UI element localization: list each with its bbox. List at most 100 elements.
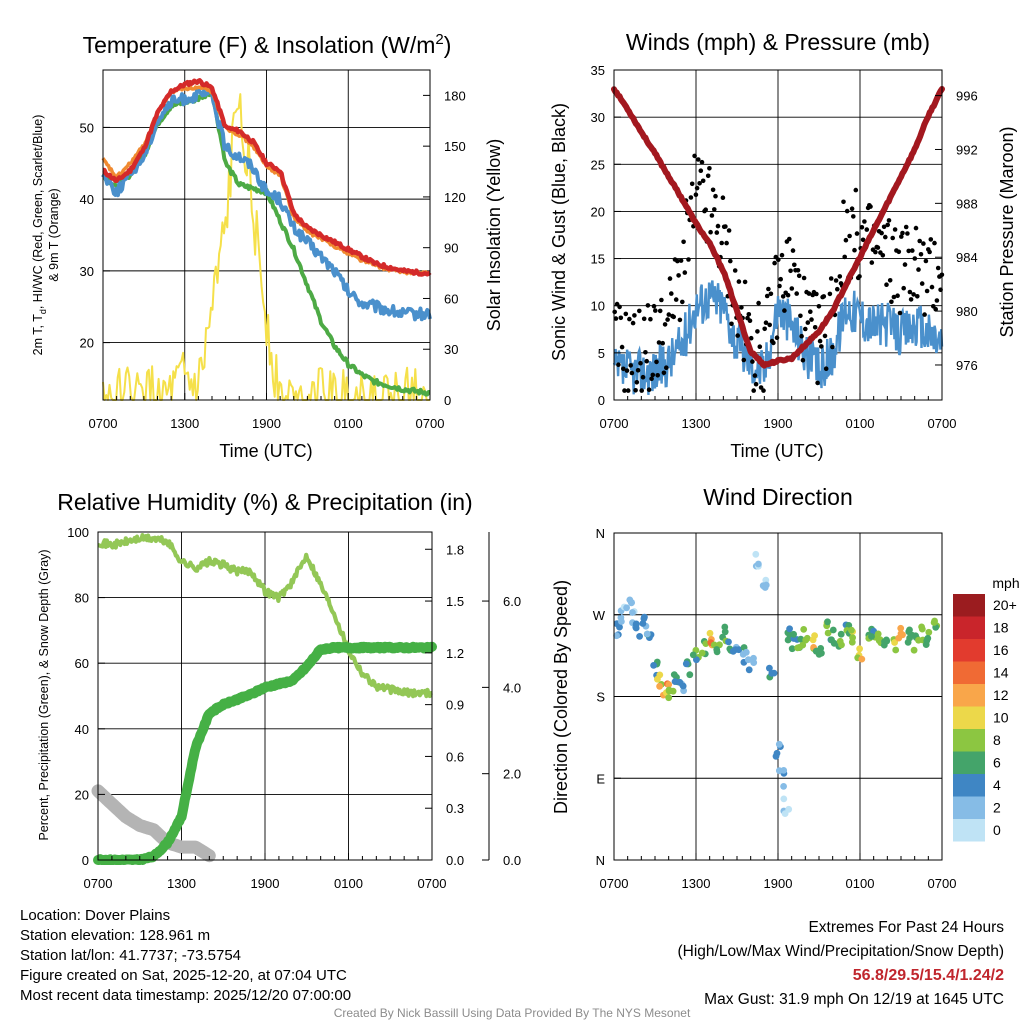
gust-point [778,276,783,282]
legend-label: 4 [993,777,1001,793]
snow-depth-tick-label: 4.0 [503,680,521,695]
direction-point [775,740,783,748]
legend-label: 6 [993,755,1001,771]
x-tick-label: 1300 [170,416,199,431]
direction-point [897,624,905,632]
gust-point [680,299,685,305]
gust-point [753,381,759,387]
direction-point [665,694,673,702]
temperature-red-line [102,78,432,277]
direction-point [665,681,673,688]
direction-point [636,633,643,640]
direction-point [613,632,620,640]
insolation-tick-label: 90 [444,241,458,256]
gust-point [827,291,833,297]
x-tick-label: 1900 [251,876,280,891]
gust-point [625,388,631,393]
legend-label: 12 [993,687,1009,703]
temperature-ylabel-right: Solar Insolation (Yellow) [484,139,504,331]
gust-point [618,315,624,321]
wind-xlabel: Time (UTC) [730,441,823,461]
gust-point [895,293,900,299]
gust-point [673,297,679,302]
gust-point [703,207,708,212]
snow-depth-tick-label: 0.0 [503,853,521,868]
y-tick-label: 20 [75,787,89,802]
direction-point [686,671,694,679]
insolation-tick-label: 30 [444,342,458,357]
gust-point [633,388,638,393]
x-tick-label: 0700 [416,416,445,431]
gust-point [919,281,925,286]
gust-point [675,258,680,264]
direction-point [706,629,714,637]
gust-point [676,273,681,278]
gust-point [764,293,770,299]
gust-point [806,291,812,296]
insolation-yellow-line [102,93,430,401]
direction-point [824,629,832,637]
legend-swatch [953,661,985,684]
x-tick-label: 0700 [928,416,957,431]
gust-point [763,320,769,326]
gust-point [629,370,635,376]
gust-point [843,237,849,243]
temperature-ylabel-line2: & 9m T (Orange) [47,188,61,281]
legend-label: 10 [993,710,1009,726]
legend-swatch [953,819,985,842]
gust-point [736,279,742,284]
direction-point [623,604,630,612]
precip-tick-label: 0.6 [446,749,464,764]
gust-point [637,308,642,314]
gust-point [789,286,795,291]
station-elevation: Station elevation: 128.961 m [20,927,211,944]
gust-point [757,344,763,350]
gust-point [892,227,898,232]
gust-point [868,204,873,209]
x-tick-label: 1300 [167,876,196,891]
gust-point [735,333,740,338]
gust-point [732,268,738,273]
gust-point [621,366,626,372]
gust-point [693,192,699,197]
gust-point [623,311,629,317]
gust-point [741,357,747,363]
gust-point [915,294,920,299]
gust-point [656,340,662,345]
gust-point [792,262,797,268]
direction-point [721,628,729,636]
gust-point [750,359,755,364]
gust-point [896,249,902,255]
gust-point [698,168,704,173]
gust-point [900,230,905,236]
gust-point [715,223,721,229]
direction-point [904,638,912,646]
direction-point [924,634,932,642]
direction-point [785,805,793,813]
gust-point [713,193,718,199]
direction-point [650,662,657,669]
gust-point [805,320,811,325]
y-tick-label: 0 [598,393,605,408]
y-tick-label: E [596,771,605,786]
gust-point [632,313,637,318]
gust-point [646,387,652,393]
gust-point [739,305,744,310]
direction-point [780,795,788,803]
gust-point [709,213,715,218]
gust-point [788,268,793,274]
gust-point [705,173,711,179]
y-tick-label: 40 [75,722,89,737]
x-tick-label: 0100 [846,416,875,431]
gust-point [619,344,625,350]
heat-index-blue-line [101,87,432,322]
insolation-tick-label: 60 [444,291,458,306]
gust-point [862,219,867,224]
y-tick-label: 60 [75,656,89,671]
direction-point [883,636,890,644]
gust-point [756,300,761,306]
direction-point [800,626,808,633]
gust-point [816,304,822,309]
figure-created: Figure created on Sat, 2025-12-20, at 07… [20,967,347,984]
direction-point [656,682,663,690]
